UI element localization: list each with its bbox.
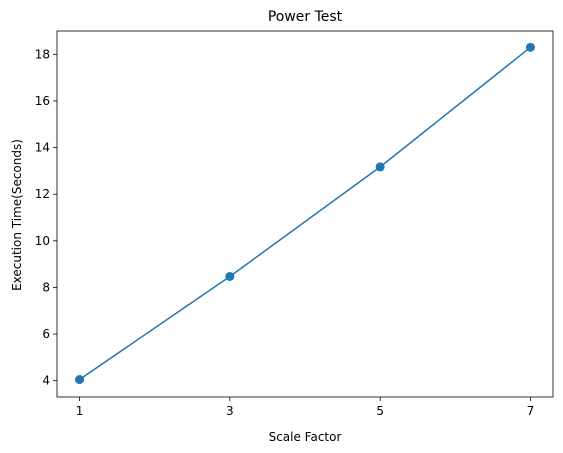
y-tick-label: 8 <box>42 280 50 294</box>
data-point <box>525 42 535 52</box>
data-point <box>375 162 385 172</box>
y-axis-label: Execution Time(Seconds) <box>10 139 24 291</box>
y-tick-label: 4 <box>42 374 50 388</box>
y-tick-label: 14 <box>35 141 50 155</box>
y-tick-label: 16 <box>35 94 50 108</box>
series-points <box>75 42 535 385</box>
series-line <box>79 46 531 381</box>
x-tick-label: 3 <box>226 404 234 418</box>
data-point <box>75 375 85 385</box>
x-tick-label: 7 <box>527 404 535 418</box>
y-axis: 4 6 8 10 12 14 16 18 <box>35 47 57 388</box>
y-tick-label: 10 <box>35 234 50 248</box>
x-axis-label: Scale Factor <box>269 430 342 444</box>
y-tick-label: 6 <box>42 327 50 341</box>
y-tick-label: 12 <box>35 187 50 201</box>
x-axis: 1 3 5 7 <box>76 397 535 418</box>
data-point <box>225 271 235 281</box>
y-tick-label: 18 <box>35 47 50 61</box>
x-tick-label: 5 <box>376 404 384 418</box>
chart-title: Power Test <box>268 9 343 25</box>
x-tick-label: 1 <box>76 404 84 418</box>
plot-frame <box>56 30 554 398</box>
